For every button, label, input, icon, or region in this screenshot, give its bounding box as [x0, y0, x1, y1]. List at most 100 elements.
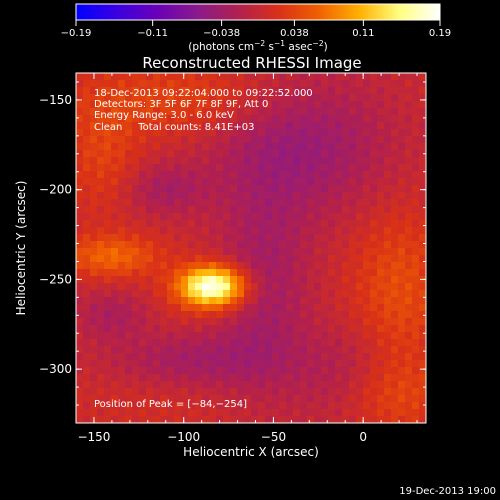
heatmap-cell: [300, 213, 308, 221]
heatmap-cell: [83, 101, 91, 109]
heatmap-cell: [216, 122, 224, 130]
heatmap-cell: [391, 255, 399, 263]
heatmap-cell: [160, 206, 168, 214]
heatmap-cell: [202, 374, 210, 382]
heatmap-cell: [384, 339, 392, 347]
heatmap-cell: [230, 346, 238, 354]
heatmap-cell: [139, 409, 147, 417]
heatmap-cell: [398, 108, 406, 116]
heatmap-cell: [335, 395, 343, 403]
heatmap-cell: [342, 283, 350, 291]
heatmap-cell: [76, 206, 84, 214]
heatmap-cell: [258, 409, 266, 417]
heatmap-cell: [181, 234, 189, 242]
heatmap-cell: [286, 101, 294, 109]
heatmap-cell: [76, 108, 84, 116]
heatmap-cell: [377, 409, 385, 417]
heatmap-cell: [202, 185, 210, 193]
heatmap-cell: [104, 318, 112, 326]
heatmap-cell: [342, 318, 350, 326]
heatmap-cell: [188, 262, 196, 270]
heatmap-cell: [244, 367, 252, 375]
heatmap-cell: [90, 262, 98, 270]
heatmap-cell: [377, 80, 385, 88]
heatmap-cell: [335, 129, 343, 137]
heatmap-cell: [118, 367, 126, 375]
heatmap-cell: [216, 290, 224, 298]
heatmap-cell: [398, 318, 406, 326]
heatmap-cell: [391, 171, 399, 179]
heatmap-cell: [216, 255, 224, 263]
heatmap-cell: [188, 220, 196, 228]
heatmap-cell: [349, 227, 357, 235]
heatmap-cell: [83, 409, 91, 417]
heatmap-cell: [328, 108, 336, 116]
heatmap-cell: [356, 101, 364, 109]
heatmap-cell: [265, 80, 273, 88]
heatmap-cell: [195, 255, 203, 263]
heatmap-cell: [328, 325, 336, 333]
heatmap-cell: [286, 374, 294, 382]
heatmap-cell: [76, 220, 84, 228]
heatmap-cell: [272, 262, 280, 270]
heatmap-cell: [286, 269, 294, 277]
heatmap-cell: [342, 199, 350, 207]
heatmap-cell: [321, 304, 329, 312]
heatmap-cell: [125, 297, 133, 305]
heatmap-cell: [265, 101, 273, 109]
heatmap-cell: [118, 416, 126, 424]
heatmap-cell: [146, 241, 154, 249]
heatmap-cell: [188, 94, 196, 102]
heatmap-cell: [237, 395, 245, 403]
heatmap-cell: [139, 213, 147, 221]
heatmap-cell: [167, 248, 175, 256]
heatmap-cell: [195, 150, 203, 158]
heatmap-cell: [132, 178, 140, 186]
heatmap-cell: [335, 388, 343, 396]
heatmap-cell: [356, 150, 364, 158]
heatmap-cell: [76, 101, 84, 109]
heatmap-cell: [356, 360, 364, 368]
heatmap-cell: [419, 360, 427, 368]
heatmap-cell: [335, 220, 343, 228]
heatmap-cell: [202, 171, 210, 179]
heatmap-cell: [181, 143, 189, 151]
heatmap-cell: [97, 157, 105, 165]
heatmap-cell: [265, 87, 273, 95]
heatmap-cell: [279, 192, 287, 200]
heatmap-cell: [237, 185, 245, 193]
heatmap-cell: [167, 108, 175, 116]
heatmap-cell: [83, 332, 91, 340]
heatmap-cell: [314, 395, 322, 403]
heatmap-cell: [307, 157, 315, 165]
heatmap-cell: [377, 402, 385, 410]
heatmap-cell: [244, 213, 252, 221]
heatmap-cell: [237, 136, 245, 144]
heatmap-cell: [307, 374, 315, 382]
heatmap-cell: [419, 136, 427, 144]
heatmap-cell: [321, 381, 329, 389]
heatmap-cell: [384, 416, 392, 424]
heatmap-cell: [391, 276, 399, 284]
heatmap-cell: [419, 304, 427, 312]
heatmap-cell: [83, 395, 91, 403]
heatmap-cell: [195, 360, 203, 368]
heatmap-cell: [111, 395, 119, 403]
heatmap-cell: [412, 73, 420, 81]
heatmap-cell: [139, 269, 147, 277]
heatmap-cell: [286, 178, 294, 186]
heatmap-cell: [349, 108, 357, 116]
heatmap-cell: [349, 402, 357, 410]
heatmap-cell: [97, 234, 105, 242]
heatmap-cell: [272, 339, 280, 347]
heatmap-cell: [167, 164, 175, 172]
heatmap-cell: [405, 409, 413, 417]
heatmap-cell: [125, 290, 133, 298]
heatmap-cell: [237, 283, 245, 291]
heatmap-cell: [251, 255, 259, 263]
heatmap-cell: [349, 206, 357, 214]
heatmap-cell: [286, 339, 294, 347]
heatmap-cell: [181, 94, 189, 102]
heatmap-cell: [146, 339, 154, 347]
heatmap-cell: [97, 115, 105, 123]
